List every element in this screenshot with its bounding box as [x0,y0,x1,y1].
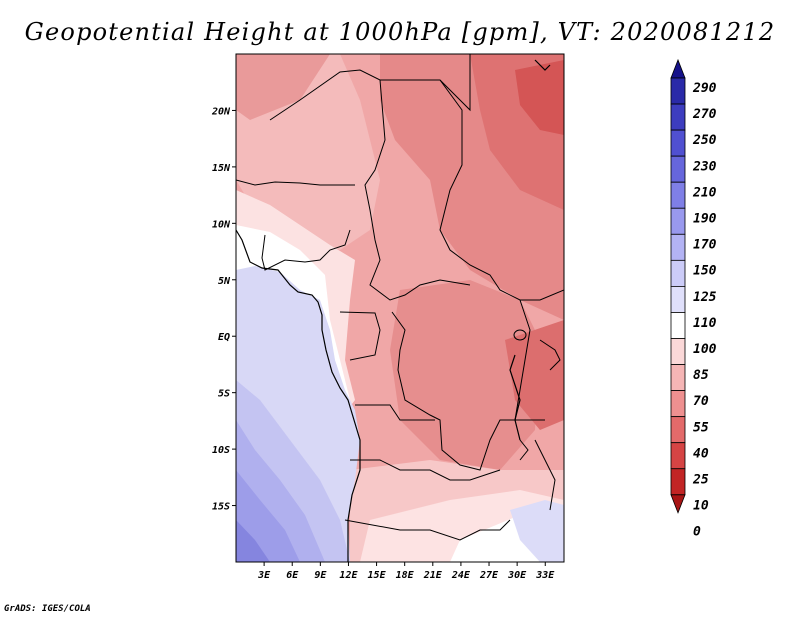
lon-tick-label: 24E [451,570,471,581]
map-field [236,54,564,562]
colorbar-label: 190 [693,212,717,227]
colorbar-swatch [670,364,686,391]
lat-tick-label: 5N [218,276,231,287]
colorbar-swatch [670,259,686,287]
ocean-band-5 [236,520,270,562]
boundary-chad-car [364,79,471,301]
boundary-mozambique [534,439,556,511]
boundary-east-africa [514,299,531,421]
colorbar-swatch [670,442,686,470]
lat-tick-label: 5S [218,389,230,400]
colorbar-label: 230 [692,159,717,174]
colorbar-swatch [670,233,686,261]
colorbar-label: 210 [692,185,717,200]
lon-tick-label: 6E [286,570,299,581]
field-congo-basin [390,280,540,470]
colorbar-label: 55 [693,420,709,435]
colorbar-label: 40 [693,446,709,461]
lat-tick-label: 10N [212,219,231,230]
lon-tick-label: 12E [339,570,358,581]
colorbar-swatch [670,312,686,339]
field-max-north-east [515,60,564,135]
colorbar-label: 70 [693,394,709,409]
lat-tick-label: 10S [212,445,230,456]
map-frame [235,53,565,563]
boundary-angola-north [355,404,435,421]
lat-tick-label: 15S [212,502,230,513]
lon-tick-label: 18E [396,570,415,581]
nile-fragment [534,59,551,71]
colorbar-label: 100 [693,342,717,357]
colorbar-label: 0 [693,525,701,540]
lon-tick-label: 30E [507,570,527,581]
boundary-sudan [439,79,564,301]
lon-tick-label: 3E [257,570,271,581]
colorbar-top-arrow [670,58,686,79]
colorbar-swatch [670,129,686,157]
colorbar-swatch [670,207,686,235]
lat-tick-label: 20N [211,106,231,117]
lon-tick-label: 21E [423,570,443,581]
longitude-axis: 3E 6E 9E 12E 15E 18E 21E 24E 27E 30E 33E [257,562,555,581]
field-south-east-blue [510,500,564,562]
colorbar-swatch [670,181,686,209]
colorbar-label: 110 [693,316,717,331]
field-north-west-sahara [236,54,330,120]
lon-tick-label: 15E [368,570,387,581]
boundary-drc [391,311,545,471]
colorbar-swatch [670,338,686,365]
colorbar-swatch [670,77,686,105]
colorbar-bottom-arrow [670,494,686,514]
colorbar-label: 250 [692,133,717,148]
chart-title: Geopotential Height at 1000hPa [gpm], VT… [24,18,776,46]
colorbar-swatch [670,468,686,496]
lon-tick-label: 9E [314,570,327,581]
colorbar-label: 25 [692,473,709,488]
lat-tick-label: 15N [212,163,231,174]
colorbar-label: 290 [692,81,717,96]
boundary-sahel-north [269,54,471,121]
lat-tick-label: EQ [218,332,230,343]
grads-credit: GrADS: IGES/COLA [4,604,91,614]
colorbar-label: 150 [693,264,717,279]
latitude-axis: 20N 15N 10N 5N EQ 5S 10S 15S [211,106,236,513]
boundary-namibia [344,519,511,541]
lon-tick-label: 33E [535,570,555,581]
colorbar-label: 125 [693,290,717,305]
colorbar-label: 85 [693,368,709,383]
colorbar-label: 10 [693,499,709,514]
boundary-niger-nigeria [236,179,355,186]
colorbar: 2902702502302101901701501251101008570554… [670,58,717,540]
lon-tick-label: 27E [479,570,499,581]
lake-albert [513,329,527,341]
colorbar-label: 270 [692,107,717,122]
lake-mweru [519,439,529,461]
colorbar-swatch [670,155,686,183]
colorbar-swatch [670,390,686,418]
country-boundaries [236,54,564,541]
colorbar-swatch [670,416,686,444]
boundary-nigeria-cameroon [261,229,351,271]
lake-tanganyika [509,354,521,441]
coastline [236,229,361,562]
boundary-gabon [339,311,381,361]
colorbar-label: 170 [693,238,717,253]
colorbar-swatch [670,103,686,131]
boundary-angola-south [350,459,501,481]
colorbar-swatch [670,285,686,313]
boundary-rwanda [539,339,561,371]
